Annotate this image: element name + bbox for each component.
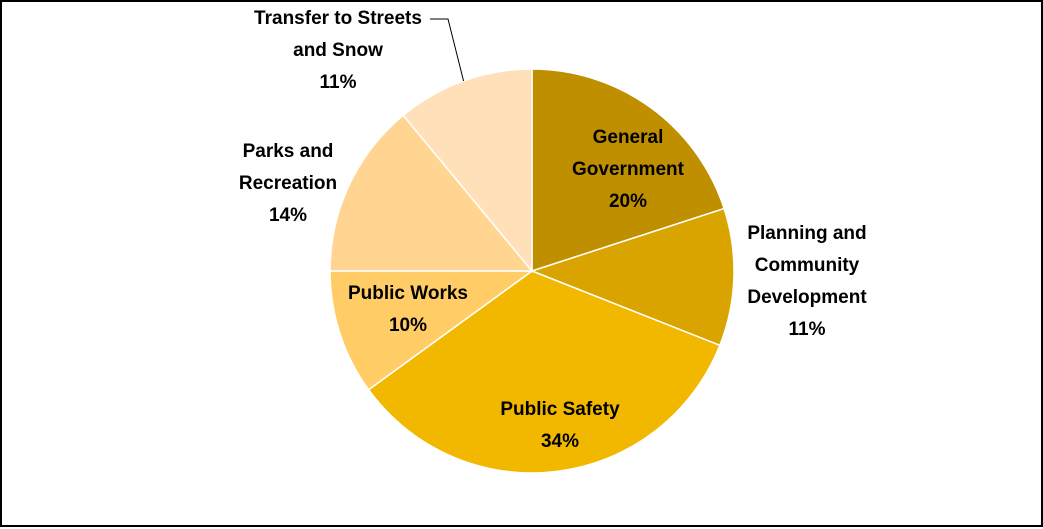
data-label-public-safety: Public Safety 34% [500,399,620,452]
slice-percent-label: 20% [609,191,647,212]
slice-percent-label: 11% [320,72,357,93]
data-label-parks-and-recreation: Parks and Recreation 14% [239,141,337,226]
slice-percent-label: 34% [541,431,579,452]
slice-name-label: Planning and [747,223,866,244]
pie-slice-planning-and-community-development [529,207,735,347]
slice-name-label: Community [755,255,860,276]
slice-percent-label: 10% [389,315,427,336]
slice-name-label: Government [572,159,685,180]
pie-slice-public-safety [367,270,721,474]
data-label-general-government: General Government 20% [572,127,685,212]
leader-line-transfer-to-streets-and-snow [430,18,465,82]
slice-name-label: Public Works [348,283,468,304]
pie-slice-public-works [329,270,535,391]
slice-percent-label: 14% [269,205,307,226]
data-label-public-works: Public Works 10% [348,283,468,336]
slice-name-label: General [593,127,664,148]
slice-name-label: and Snow [293,40,383,61]
data-label-planning-and-community-development: Planning and Community Development 11% [747,223,867,340]
slice-name-label: Public Safety [500,399,620,420]
slice-name-label: Development [747,287,867,308]
data-label-transfer-to-streets-and-snow: Transfer to Streets and Snow 11% [254,8,422,93]
slice-name-label: Parks and [243,141,334,162]
pie-slice-general-government [531,68,726,273]
pie-slice-parks-and-recreation [329,114,534,272]
slice-percent-label: 11% [789,319,826,340]
slice-name-label: Transfer to Streets [254,8,422,29]
slice-name-label: Recreation [239,173,337,194]
